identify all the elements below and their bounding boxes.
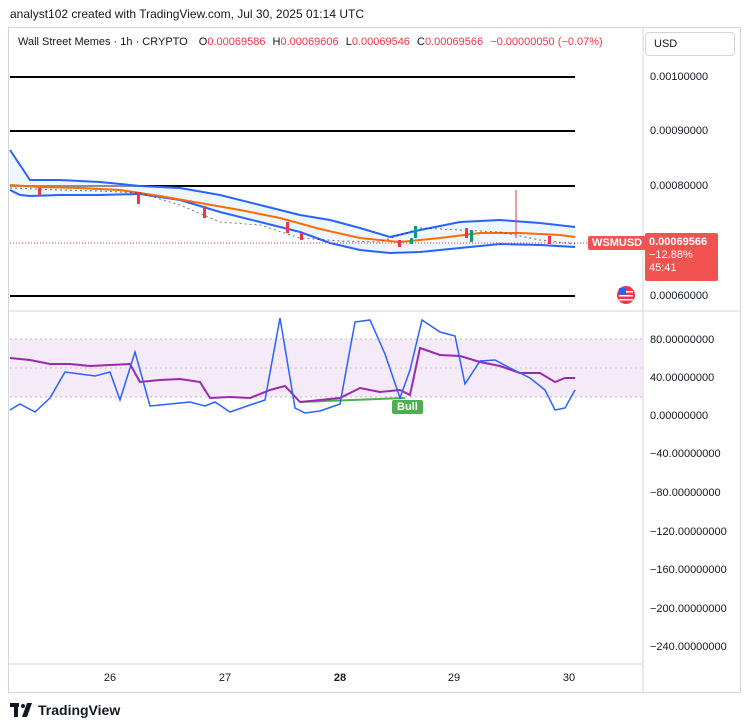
close-value: 0.00069566 <box>424 36 484 48</box>
low-value: 0.00069546 <box>351 36 410 48</box>
time-axis-label: 26 <box>103 672 117 684</box>
bull-divergence-line <box>299 397 406 403</box>
bollinger-upper <box>9 149 576 239</box>
candle <box>38 188 41 196</box>
stoch-axis-label: −160.00000000 <box>650 564 727 576</box>
bull-label: Bull <box>392 400 423 414</box>
time-axis-label: 29 <box>447 672 461 684</box>
bar-countdown: 45:41 <box>649 262 677 274</box>
candle <box>465 228 468 238</box>
price-axis-label: 0.00080000 <box>650 180 709 192</box>
candle <box>398 240 401 247</box>
bollinger-fill <box>10 150 575 253</box>
open-value: 0.00069586 <box>207 36 266 48</box>
stoch-axis-label: −40.00000000 <box>650 448 721 460</box>
price-axis-label: 0.00090000 <box>650 125 709 137</box>
stoch-axis-label: 0.00000000 <box>650 410 709 422</box>
stoch-axis-label: 40.00000000 <box>650 372 715 384</box>
stoch-axis-label: 80.00000000 <box>650 334 715 346</box>
chart-attribution: analyst102 created with TradingView.com,… <box>10 7 364 21</box>
chart-frame <box>8 27 741 693</box>
candle <box>548 236 551 244</box>
bollinger-basis <box>9 184 576 244</box>
symbol-name[interactable]: Wall Street Memes · 1h · CRYPTO <box>18 36 188 48</box>
tradingview-logo-icon <box>10 703 32 717</box>
price-axis-label: 0.00060000 <box>650 290 709 302</box>
symbol-tag: WSMUSD <box>588 236 647 250</box>
candle <box>410 238 413 244</box>
ohlc-legend: Wall Street Memes · 1h · CRYPTO O0.00069… <box>18 36 603 48</box>
time-axis-label: 28 <box>333 672 347 684</box>
stoch-k-line <box>9 317 576 414</box>
footer-brand: TradingView <box>38 702 121 718</box>
candle <box>203 206 206 218</box>
stoch-axis-label: −120.00000000 <box>650 526 727 538</box>
stoch-d-line <box>9 346 575 404</box>
last-price: 0.00069566 <box>649 236 708 248</box>
tradingview-footer[interactable]: TradingView <box>10 702 120 718</box>
candle <box>470 230 473 242</box>
price-change-pct: −12.88% <box>649 249 693 261</box>
last-price-tag: 0.00069566 −12.88% 45:41 <box>645 233 718 281</box>
candle <box>137 192 140 204</box>
stoch-axis-label: −240.00000000 <box>650 641 727 653</box>
time-axis-label: 27 <box>218 672 232 684</box>
candle <box>286 222 289 233</box>
us-flag-icon[interactable] <box>616 285 636 305</box>
stoch-axis-label: −80.00000000 <box>650 487 721 499</box>
stoch-axis-label: −200.00000000 <box>650 603 727 615</box>
price-axis-label: 0.00100000 <box>650 71 709 83</box>
time-axis-label: 30 <box>562 672 576 684</box>
candle <box>414 226 417 238</box>
change-value: −0.00000050 (−0.07%) <box>490 36 603 48</box>
price-dashed <box>9 187 576 245</box>
candles <box>38 188 551 247</box>
high-value: 0.00069606 <box>280 36 339 48</box>
bollinger-lower <box>9 189 576 255</box>
currency-button[interactable]: USD <box>645 32 735 56</box>
candle <box>300 233 303 240</box>
